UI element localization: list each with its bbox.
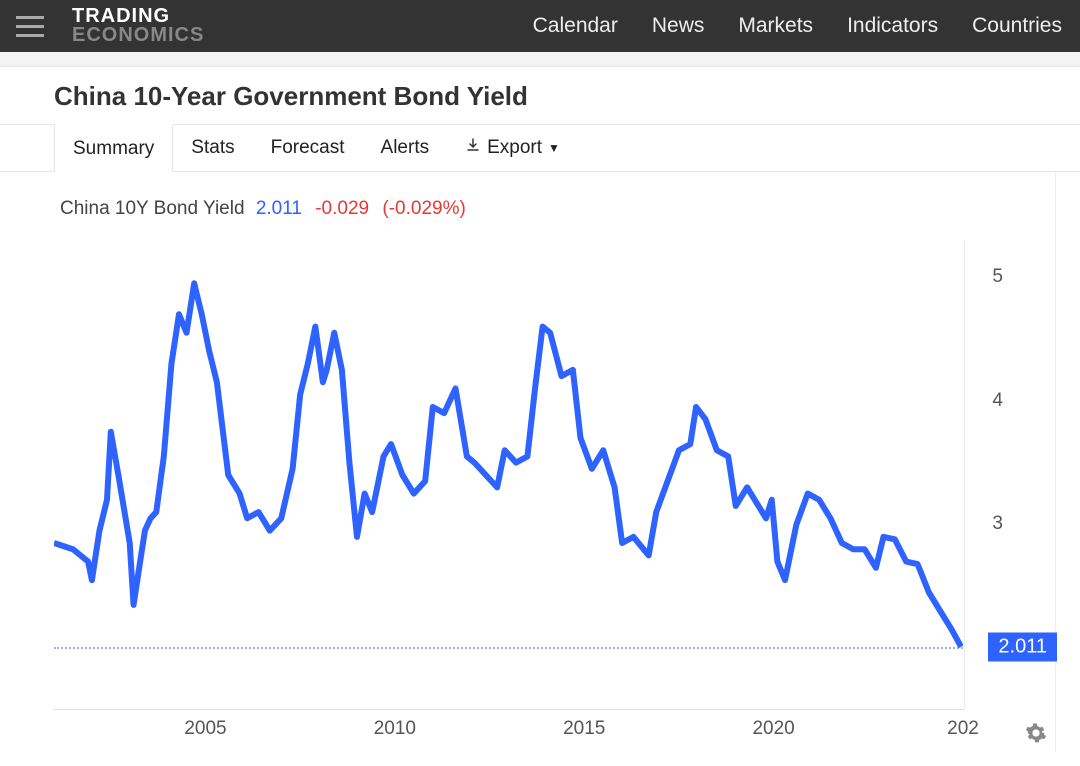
series-label: China 10Y Bond Yield	[60, 198, 245, 219]
nav-links: Calendar News Markets Indicators Countri…	[533, 14, 1062, 38]
tab-label: Summary	[73, 138, 154, 160]
chart-container: China 10Y Bond Yield 2.011 -0.029 (-0.02…	[34, 172, 1056, 752]
download-icon	[465, 138, 481, 159]
y-tick-label: 3	[992, 513, 1003, 535]
current-value-tag: 2.011	[988, 632, 1057, 661]
tab-label: Forecast	[271, 137, 345, 159]
x-tick-label: 2005	[184, 718, 226, 740]
current-value-line	[54, 647, 963, 649]
tab-summary[interactable]: Summary	[54, 124, 173, 172]
logo-line2: ECONOMICS	[72, 26, 204, 45]
nav-indicators[interactable]: Indicators	[847, 14, 938, 38]
menu-icon[interactable]	[12, 8, 48, 44]
x-axis-border	[54, 709, 963, 710]
title-row: China 10-Year Government Bond Yield	[0, 67, 1080, 124]
tab-export[interactable]: Export ▼	[447, 125, 578, 171]
nav-markets[interactable]: Markets	[738, 14, 813, 38]
current-value: 2.011	[256, 198, 302, 219]
change-pct: (-0.029%)	[382, 198, 465, 219]
x-tick-label: 2020	[752, 718, 794, 740]
current-tag-text: 2.011	[998, 635, 1047, 657]
breadcrumb-bar	[0, 52, 1080, 67]
topbar: TRADING ECONOMICS Calendar News Markets …	[0, 0, 1080, 52]
x-tick-label: 2010	[374, 718, 416, 740]
x-tick-label: 202	[947, 718, 979, 740]
y-tick-label: 4	[992, 390, 1003, 412]
x-tick-label: 2015	[563, 718, 605, 740]
tab-alerts[interactable]: Alerts	[363, 125, 448, 171]
tab-stats[interactable]: Stats	[173, 125, 252, 171]
chart-header: China 10Y Bond Yield 2.011 -0.029 (-0.02…	[60, 198, 1049, 220]
nav-news[interactable]: News	[652, 14, 705, 38]
change-abs: -0.029	[315, 198, 369, 219]
gear-icon[interactable]	[1025, 722, 1047, 744]
x-axis-labels: 2005201020152020202	[54, 718, 963, 744]
y-axis-border	[964, 240, 965, 710]
chart-plot[interactable]	[54, 240, 963, 710]
chevron-down-icon: ▼	[548, 141, 560, 155]
tab-label: Stats	[191, 137, 234, 159]
tab-label: Alerts	[381, 137, 430, 159]
nav-calendar[interactable]: Calendar	[533, 14, 618, 38]
page-title: China 10-Year Government Bond Yield	[54, 81, 1080, 112]
site-logo[interactable]: TRADING ECONOMICS	[72, 7, 204, 45]
tab-label: Export	[487, 137, 542, 159]
y-tick-label: 5	[992, 266, 1003, 288]
nav-countries[interactable]: Countries	[972, 14, 1062, 38]
tab-forecast[interactable]: Forecast	[253, 125, 363, 171]
tabs-row: Summary Stats Forecast Alerts Export ▼	[0, 124, 1080, 172]
